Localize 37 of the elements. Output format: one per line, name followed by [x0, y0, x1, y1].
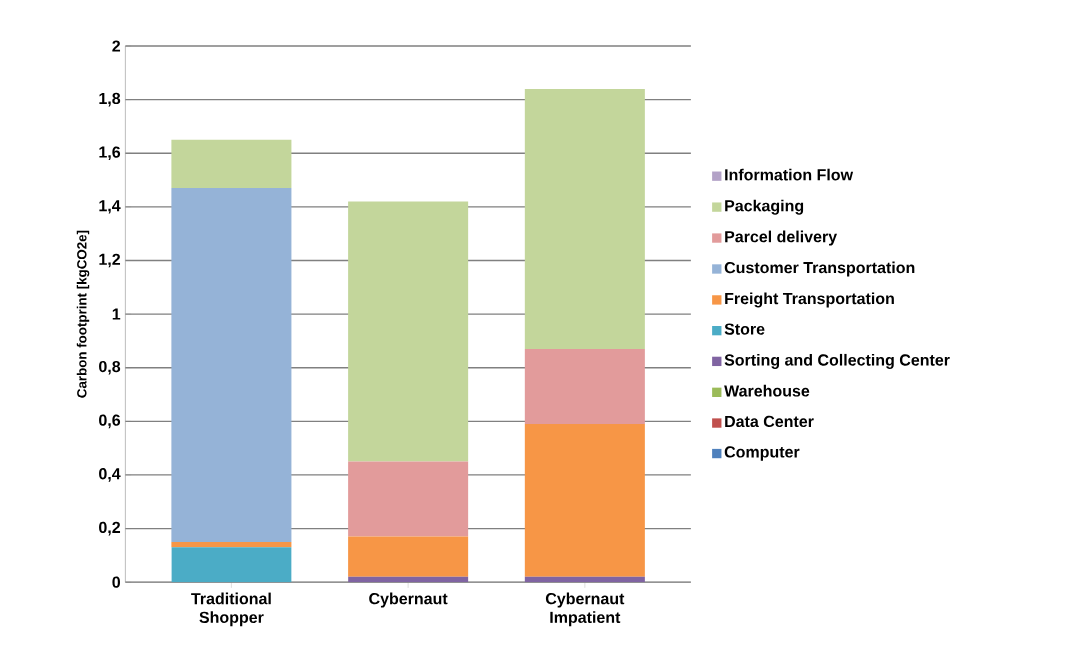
legend-label: Parcel delivery	[725, 230, 837, 246]
legend-label: Packaging	[725, 199, 804, 215]
bar	[171, 188, 292, 542]
y-tick-label: 1	[112, 308, 121, 320]
x-tick-label: Cybernaut	[369, 592, 448, 608]
y-tick-label: 0,2	[99, 521, 121, 536]
legend-label: Warehouse	[724, 384, 810, 397]
bar	[524, 88, 645, 349]
bar	[348, 201, 469, 462]
bar	[524, 423, 645, 577]
bar	[171, 139, 292, 188]
legend-label: Data Center	[725, 415, 814, 428]
y-tick-label: 0	[112, 576, 120, 588]
y-tick-label: 0,8	[99, 360, 121, 375]
bar	[524, 576, 645, 583]
legend-label: Sorting and Collecting Center	[724, 353, 950, 369]
y-tick-label: 1,4	[99, 200, 121, 214]
x-tick-label: Cybernaut Impatient	[545, 592, 625, 627]
legend-label: Freight Transportation	[725, 292, 894, 308]
bar	[348, 536, 469, 577]
y-tick-label: 2	[112, 40, 121, 52]
legend-label: Customer Transportation	[724, 261, 915, 277]
bar	[171, 547, 292, 583]
bar	[524, 348, 645, 424]
bar	[348, 461, 469, 537]
legend-label: Store	[724, 323, 765, 335]
bar	[348, 576, 469, 583]
y-tick-label: 0,4	[99, 468, 121, 482]
y-tick-label: 1,6	[99, 146, 121, 160]
legend-label: Information Flow	[725, 168, 854, 181]
y-tick-label: 1,2	[99, 253, 121, 268]
y-tick-label: 1,8	[99, 92, 121, 107]
bar	[171, 541, 292, 548]
y-tick-label: 0,6	[99, 414, 121, 429]
y-axis-title: Carbon footprint [kgCO2e]	[76, 230, 90, 398]
x-tick-label: Traditional Shopper	[191, 592, 271, 627]
legend-label: Computer	[724, 446, 800, 461]
